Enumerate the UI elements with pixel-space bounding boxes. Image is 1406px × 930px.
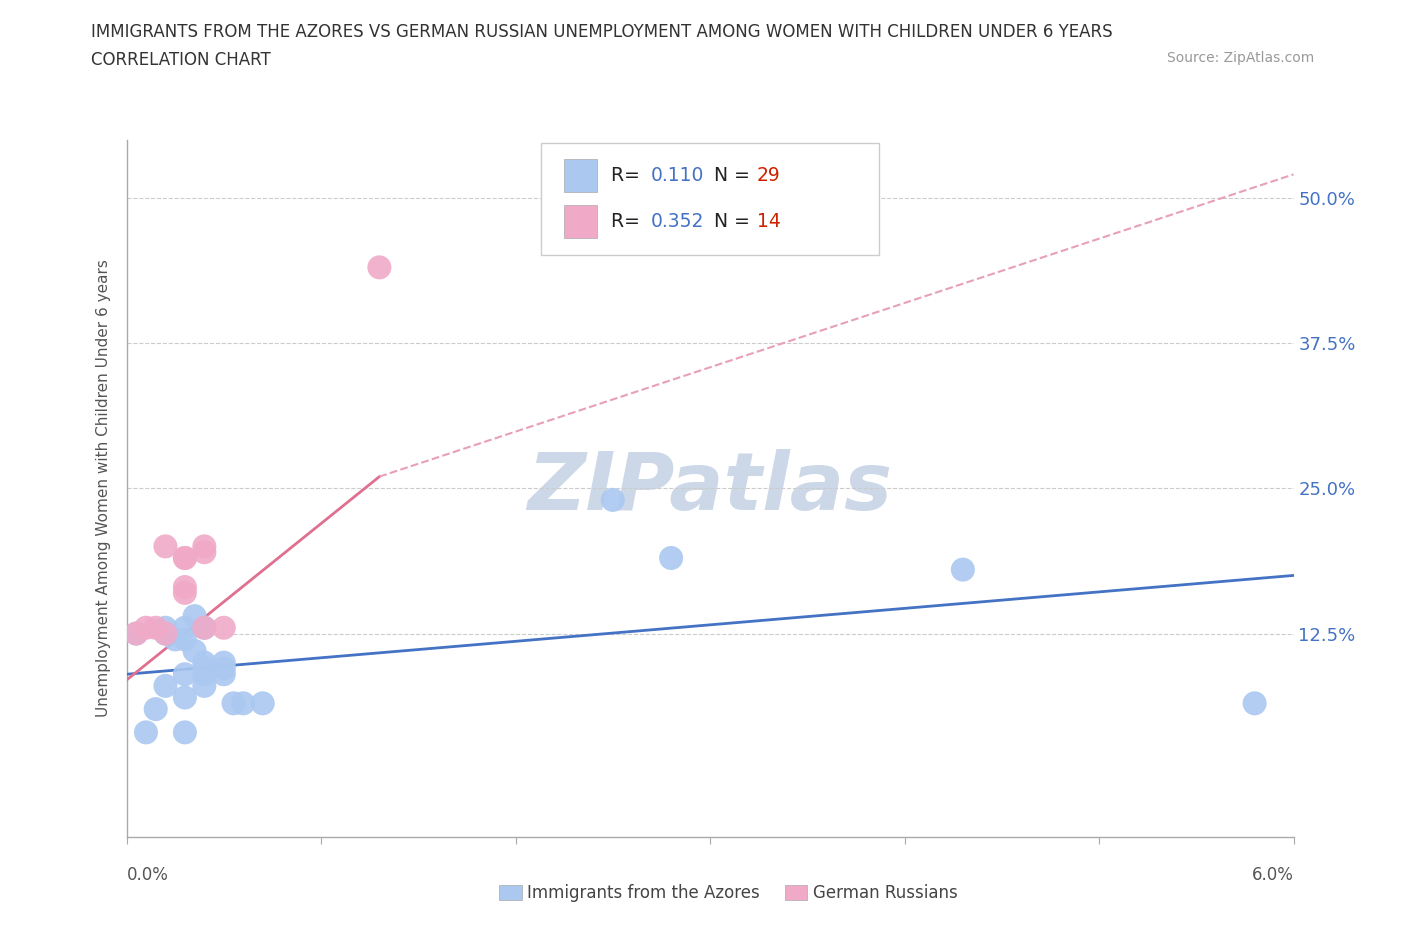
Text: IMMIGRANTS FROM THE AZORES VS GERMAN RUSSIAN UNEMPLOYMENT AMONG WOMEN WITH CHILD: IMMIGRANTS FROM THE AZORES VS GERMAN RUS… [91,23,1114,41]
Point [252,696,274,711]
Point [145,702,167,717]
Point [155,539,177,554]
Point [155,679,177,694]
Text: 0.110: 0.110 [651,166,704,185]
Text: CORRELATION CHART: CORRELATION CHART [91,51,271,69]
Point [659,551,682,565]
Point [368,260,391,275]
Point [155,620,177,635]
Point [155,626,177,641]
Point [125,626,148,641]
FancyBboxPatch shape [541,143,879,255]
Point [155,626,177,641]
Point [174,551,197,565]
Point [602,493,624,508]
Text: Source: ZipAtlas.com: Source: ZipAtlas.com [1167,51,1315,65]
Text: R=: R= [610,166,645,185]
Point [193,545,215,560]
Y-axis label: Unemployment Among Women with Children Under 6 years: Unemployment Among Women with Children U… [96,259,111,717]
Point [193,661,215,676]
Point [193,656,215,671]
Point [145,620,167,635]
Point [193,539,215,554]
Point [193,620,215,635]
Text: N =: N = [713,166,755,185]
Point [174,579,197,594]
Text: 29: 29 [756,166,780,185]
Point [174,725,197,740]
Point [212,656,235,671]
Point [165,632,187,647]
Text: German Russians: German Russians [813,884,957,902]
Text: 14: 14 [756,212,780,232]
Point [174,667,197,682]
Point [135,620,157,635]
Text: Immigrants from the Azores: Immigrants from the Azores [527,884,761,902]
Text: R=: R= [610,212,645,232]
Point [174,551,197,565]
Point [174,620,197,635]
Point [193,620,215,635]
Point [183,644,205,658]
Text: ZIPatlas: ZIPatlas [527,449,893,527]
Text: 0.352: 0.352 [651,212,704,232]
Point [135,725,157,740]
Point [174,586,197,601]
Text: N =: N = [713,212,755,232]
FancyBboxPatch shape [564,206,596,238]
Text: 0.0%: 0.0% [127,866,169,884]
Point [232,696,254,711]
Point [212,661,235,676]
FancyBboxPatch shape [564,159,596,193]
Point [174,690,197,705]
Point [952,562,974,577]
Point [193,679,215,694]
Point [174,632,197,647]
Point [125,626,148,641]
Point [212,620,235,635]
Point [222,696,245,711]
Point [212,667,235,682]
Text: 6.0%: 6.0% [1251,866,1294,884]
Point [1243,696,1265,711]
Point [183,609,205,624]
Point [193,667,215,682]
